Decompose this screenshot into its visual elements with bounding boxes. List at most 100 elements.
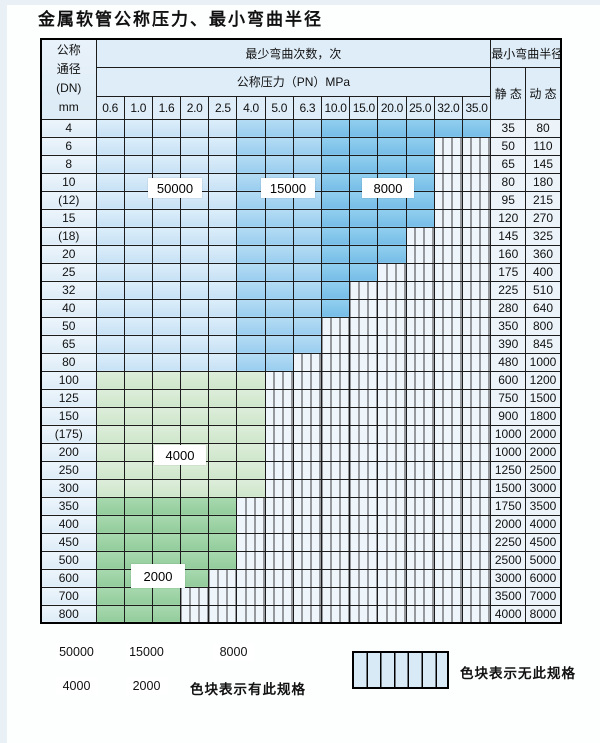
no-spec-cell [405,298,435,318]
no-spec-cell [320,406,351,426]
no-spec-cell [320,388,351,408]
cycle-cell [236,334,266,354]
cycle-cell [123,514,153,534]
no-spec-cell [292,406,323,426]
cycle-cell [95,316,125,336]
cycle-cell [95,370,125,390]
cycle-cell [377,208,407,228]
cycle-cell [95,532,125,552]
no-spec-cell [292,568,323,588]
cycle-cell [123,586,153,606]
no-spec-cell [292,496,323,516]
no-spec-cell [461,586,492,606]
no-spec-cell [405,316,435,336]
dynamic-radius-cell: 8000 [525,604,562,624]
table-row: 15 120 270 [40,208,562,228]
dn-cell: 150 [40,406,97,426]
pressure-tick: 6.3 [292,95,323,120]
no-spec-cell [461,334,492,354]
cycle-cell [236,154,266,174]
cycle-cell [292,118,323,138]
cycle-cell [151,532,182,552]
no-spec-cell [405,586,435,606]
legend-swatch: 2000 [118,672,175,700]
cycle-cell [236,208,266,228]
table-row: 250 1250 2500 [40,460,562,480]
no-spec-cell [461,172,492,192]
table-row: 40 280 640 [40,298,562,318]
cycle-cell [95,226,125,246]
no-spec-cell [292,424,323,444]
static-radius-cell: 145 [490,226,527,246]
pressure-tick: 4.0 [236,95,266,120]
no-spec-cell [320,496,351,516]
dn-cell: 6 [40,136,97,156]
dynamic-radius-cell: 6000 [525,568,562,588]
no-spec-cell [405,604,435,624]
no-spec-cell [405,550,435,570]
static-radius-cell: 225 [490,280,527,300]
cycle-cell [236,226,266,246]
table-row: 150 900 1800 [40,406,562,426]
no-spec-cell [405,226,435,246]
table-row: 6 50 110 [40,136,562,156]
cycle-cell [320,262,351,282]
no-spec-cell [461,604,492,624]
cycle-cell [292,262,323,282]
no-spec-cell [433,316,463,336]
no-spec-cell [461,352,492,372]
dynamic-radius-cell: 1800 [525,406,562,426]
cycle-cell [180,568,210,588]
no-spec-cell [433,532,463,552]
no-spec-cell [320,532,351,552]
dynamic-radius-cell: 3500 [525,496,562,516]
no-spec-cell [377,388,407,408]
cycle-cell [123,118,153,138]
no-spec-cell [433,604,463,624]
cycle-cell [123,460,153,480]
no-spec-cell [292,604,323,624]
cycle-cell [405,118,435,138]
cycle-cell [180,154,210,174]
pressure-tick: 0.6 [95,95,125,120]
cycle-cell [236,298,266,318]
cycle-cell [208,208,238,228]
cycle-cell [208,442,238,462]
no-spec-cell [405,244,435,264]
cycle-count-label: 8000 [362,178,414,198]
cycle-cell [208,352,238,372]
cycle-cell [95,298,125,318]
dn-cell: (175) [40,424,97,444]
static-column-header: 静 态 [490,66,527,120]
cycle-cell [208,118,238,138]
page-edge-left [0,0,7,743]
pressure-tick: 32.0 [433,95,463,120]
cycle-cell [349,226,379,246]
no-spec-cell [349,298,379,318]
cycle-cell [292,280,323,300]
has-spec-label: 色块表示有此规格 [190,682,306,697]
cycle-count-label: 50000 [148,178,202,198]
radius-header: 最小弯曲半径 [490,38,562,68]
no-spec-cell [292,514,323,534]
no-spec-cell [377,532,407,552]
no-spec-cell [377,586,407,606]
cycle-cell [236,352,266,372]
dynamic-radius-cell: 640 [525,298,562,318]
cycle-cell [123,226,153,246]
no-spec-cell [461,442,492,462]
dynamic-radius-cell: 1500 [525,388,562,408]
static-radius-cell: 95 [490,190,527,210]
cycle-cell [95,280,125,300]
cycle-cell [95,550,125,570]
no-spec-cell [236,496,266,516]
dynamic-radius-cell: 4500 [525,532,562,552]
static-radius-cell: 65 [490,154,527,174]
dynamic-radius-cell: 510 [525,280,562,300]
cycle-cell [208,370,238,390]
dn-cell: 15 [40,208,97,228]
no-spec-cell [264,514,294,534]
no-spec-cell [461,208,492,228]
cycle-cell [95,190,125,210]
no-spec-cell [461,154,492,174]
